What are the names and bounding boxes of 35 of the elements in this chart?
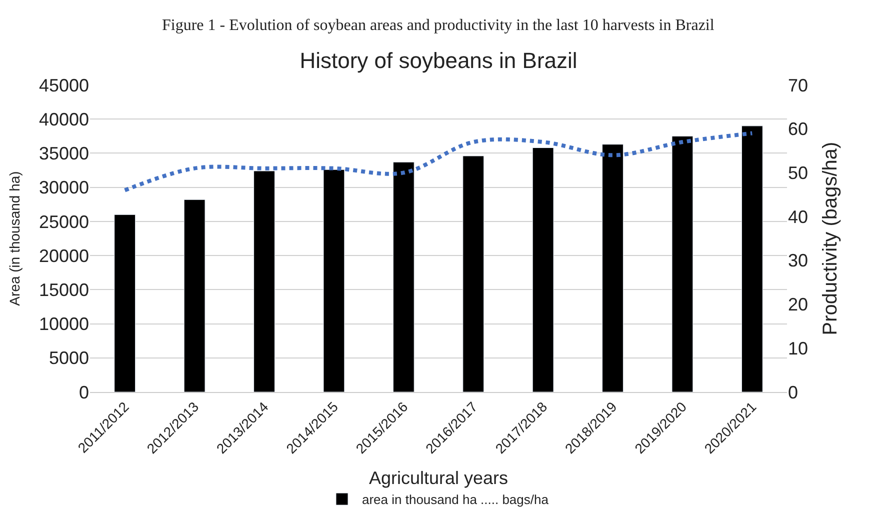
bar [184, 199, 206, 392]
y-tick-label: 5000 [48, 348, 89, 368]
y2-tick-label: 10 [788, 338, 808, 358]
bar [532, 148, 554, 392]
bar [254, 170, 275, 392]
bar [602, 144, 624, 392]
y2-tick-label: 60 [788, 119, 808, 140]
y2-tick-label: 50 [788, 163, 808, 184]
y2-tick-label: 20 [788, 294, 808, 315]
y2-tick-label: 30 [788, 250, 808, 271]
line-series [122, 131, 754, 192]
caption: Figure 1 - Evolution of soybean areas and productivity in the last 10 harvests in Brazil [162, 17, 715, 34]
bar [114, 214, 136, 392]
chart-title: History of soybeans in Brazil [300, 48, 578, 73]
y-tick-label: 35000 [38, 144, 89, 164]
bar [323, 169, 345, 392]
bar [672, 136, 694, 392]
y2-tick-label: 70 [788, 75, 808, 96]
bar [462, 156, 484, 392]
bar [392, 162, 414, 392]
y-tick-label: 25000 [38, 212, 89, 232]
x-axis-title: Agricultural years [368, 468, 508, 488]
bar [741, 126, 763, 392]
y-tick-label: 10000 [38, 314, 89, 334]
y2-tick-label: 40 [788, 206, 808, 227]
y-tick-label: 45000 [38, 75, 89, 96]
y2-axis-title: Productivity (bags/ha) [820, 142, 842, 336]
y-tick-label: 0 [78, 382, 89, 402]
y-tick-label: 40000 [38, 109, 89, 130]
legend-label: area in thousand ha ..... bags/ha [362, 492, 550, 508]
y-axis-title: Area (in thousand ha) [6, 171, 23, 306]
y-tick-label: 30000 [38, 178, 89, 198]
y-tick-label: 15000 [38, 280, 89, 300]
y2-tick-label: 0 [788, 382, 798, 402]
y-tick-label: 20000 [38, 246, 89, 266]
